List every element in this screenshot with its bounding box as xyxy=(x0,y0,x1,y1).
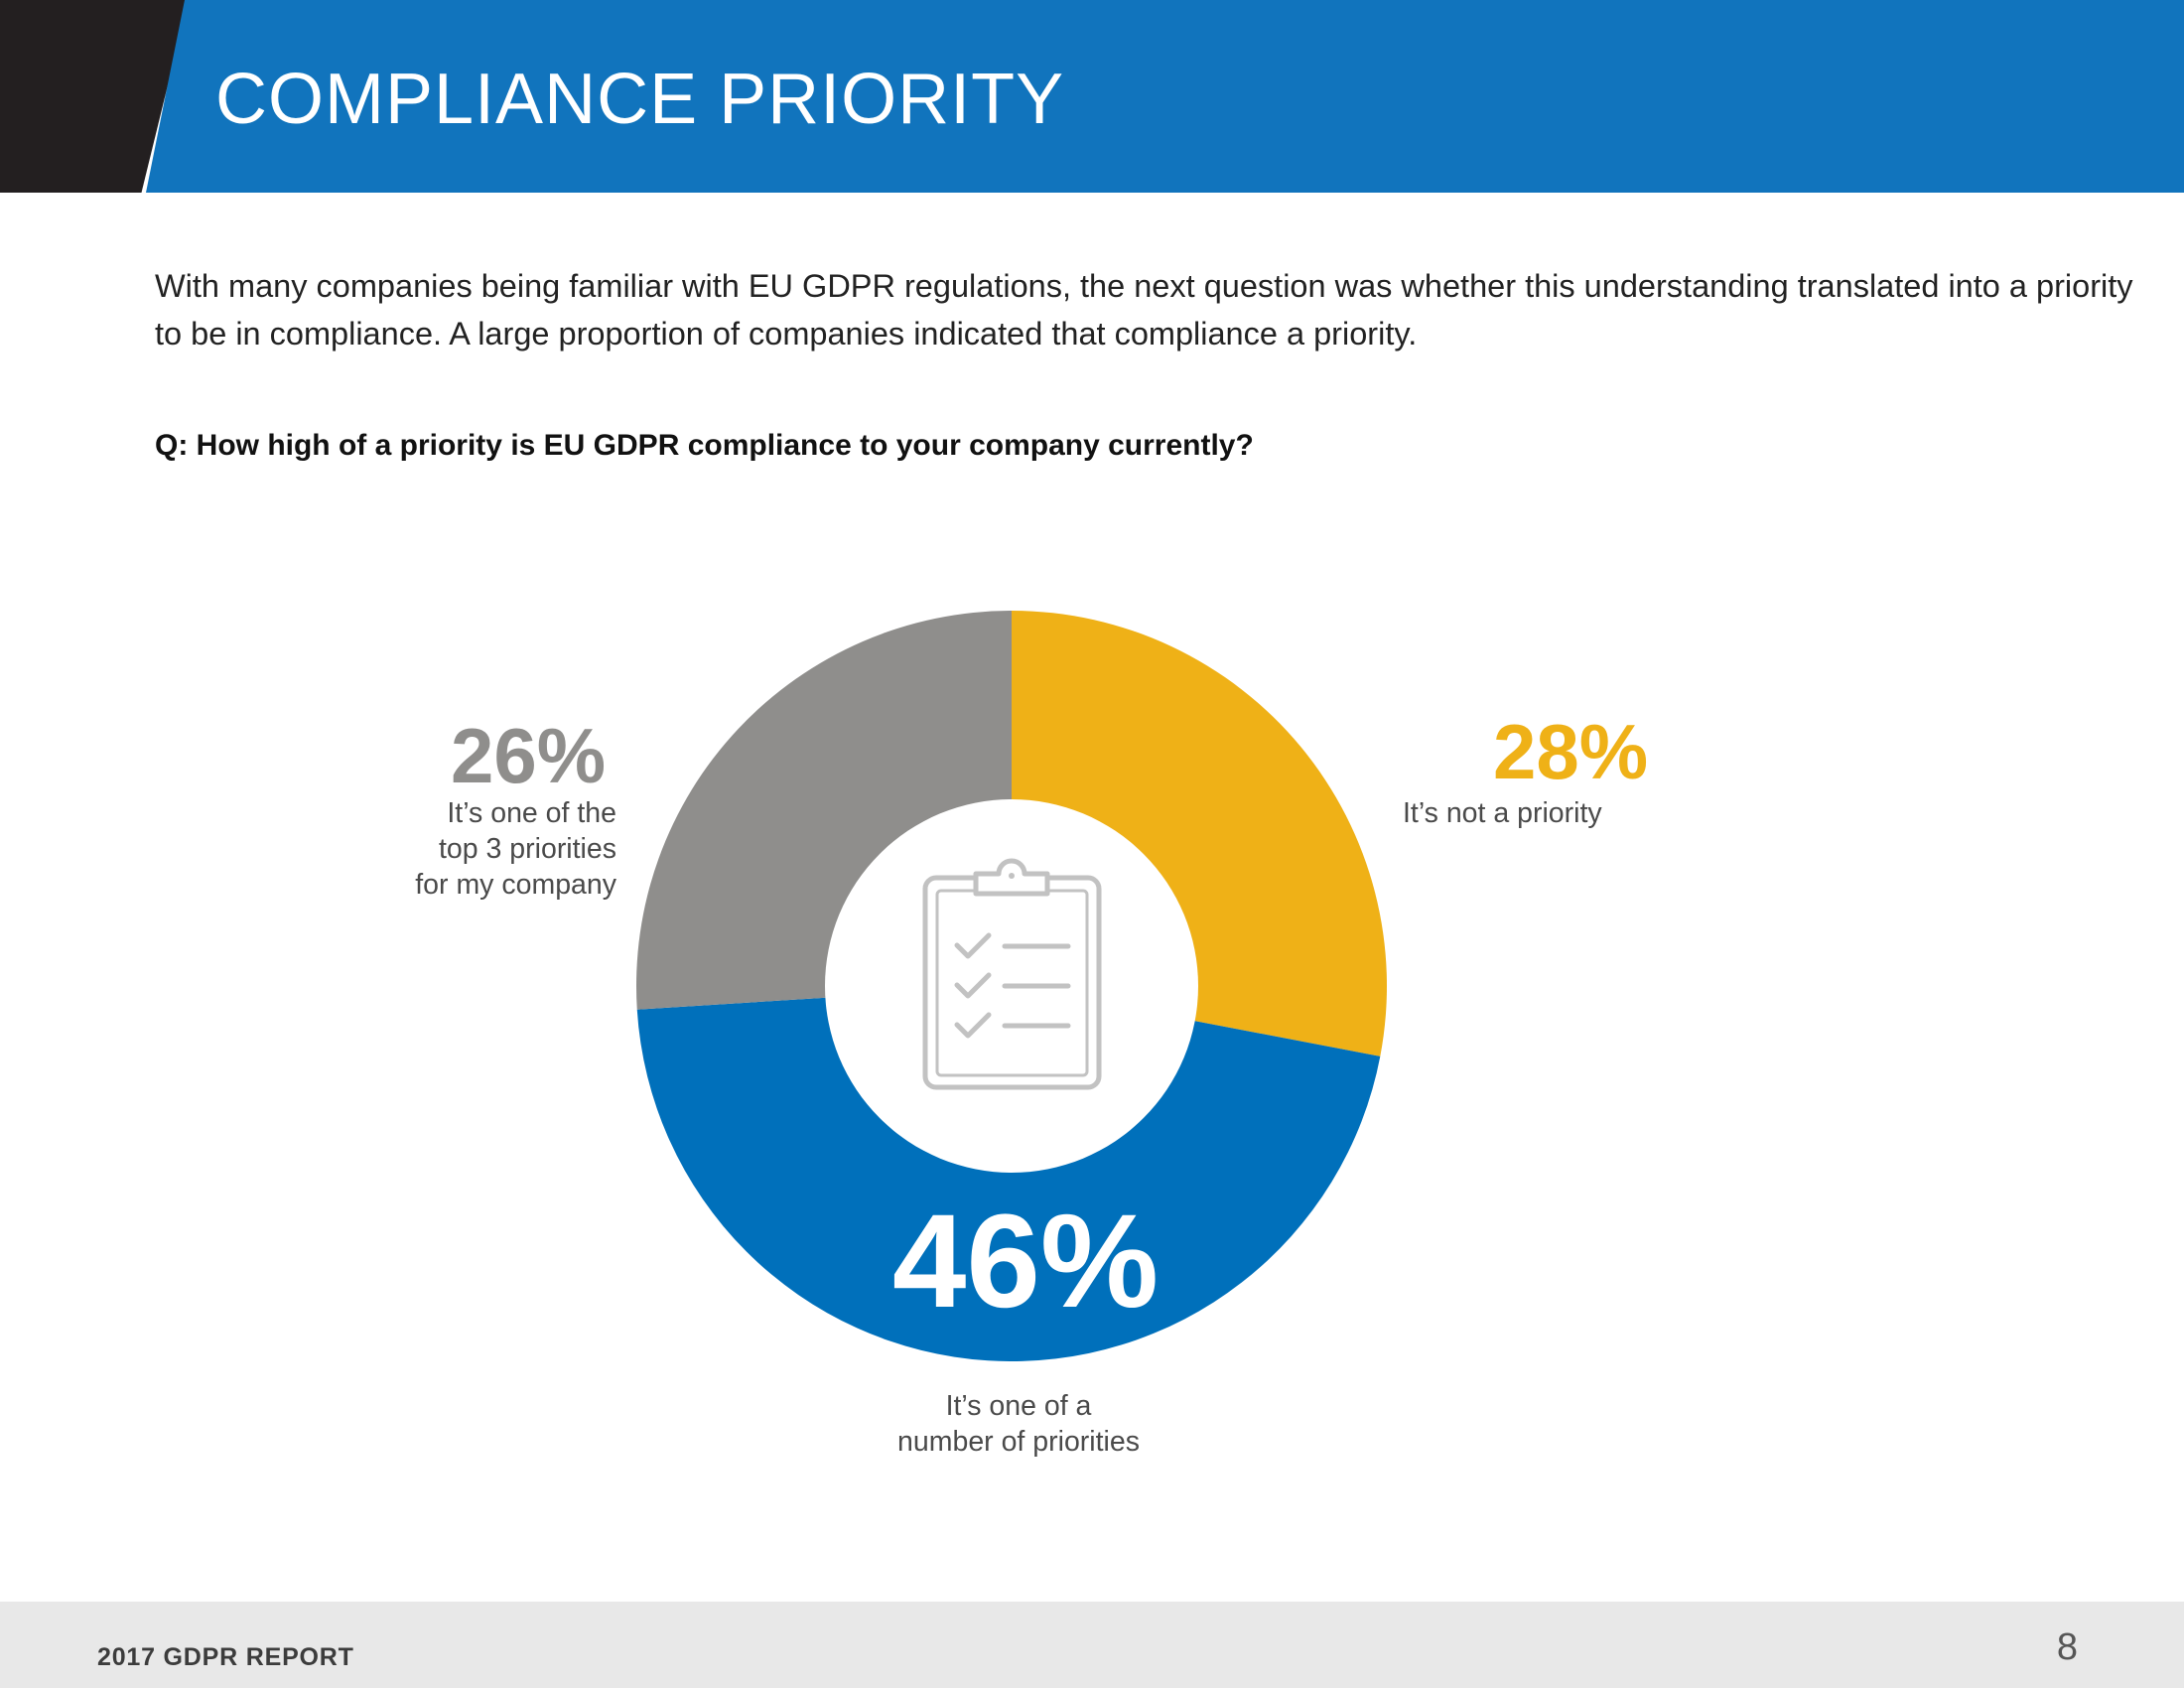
slice-value-one-of-a-number: 46% xyxy=(892,1188,1159,1336)
slice-value-not-a-priority: 28% xyxy=(1493,708,1648,795)
slice-label-top-3: It’s one of the top 3 priorities for my … xyxy=(415,797,616,901)
survey-question: Q: How high of a priority is EU GDPR com… xyxy=(155,429,1254,462)
slice-label-one-of-a-number: It’s one of a number of priorities xyxy=(897,1390,1140,1458)
page-number: 8 xyxy=(2056,1626,2078,1668)
page-title: COMPLIANCE PRIORITY xyxy=(215,60,1065,139)
header-banner xyxy=(146,0,2184,193)
report-title: 2017 GDPR REPORT xyxy=(97,1643,354,1671)
intro-paragraph: With many companies being familiar with … xyxy=(155,268,2133,352)
slice-one-of-a-number xyxy=(636,986,1381,1361)
clipboard-checklist-icon xyxy=(922,858,1102,1090)
slice-label-not-a-priority: It’s not a priority xyxy=(1403,797,1602,829)
footer-bar: 2017 GDPR REPORT 8 xyxy=(0,1602,2184,1688)
slice-value-top-3: 26% xyxy=(451,712,606,799)
